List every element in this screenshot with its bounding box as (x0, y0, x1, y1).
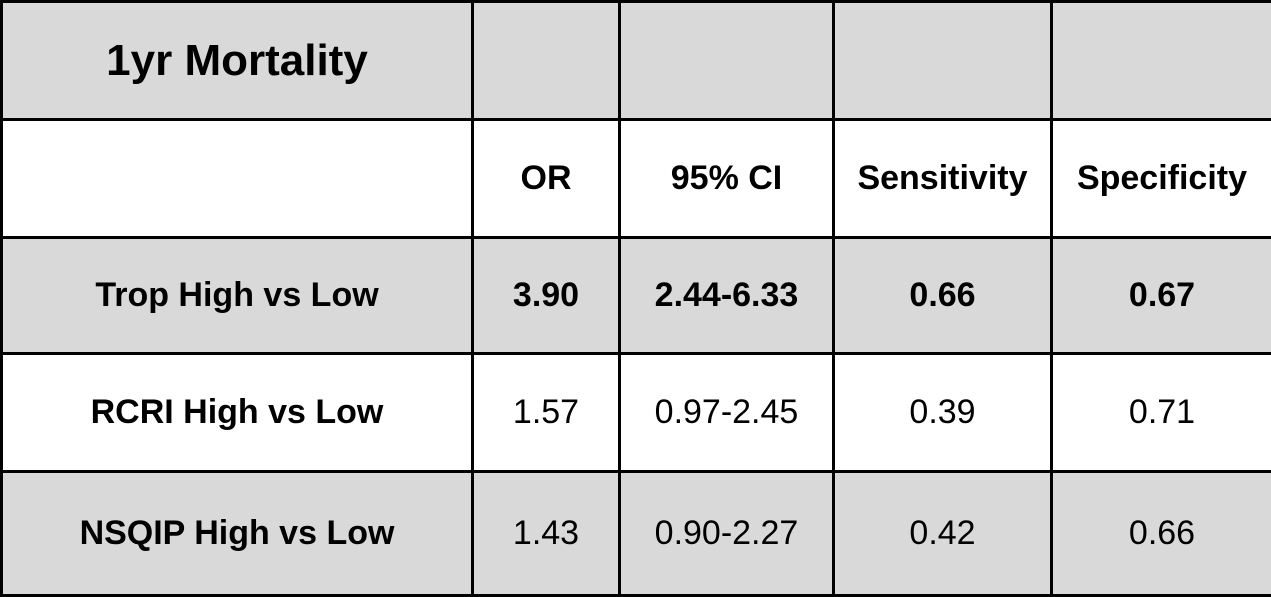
column-header-row: OR 95% CI Sensitivity Specificity (2, 120, 1271, 238)
table-row-trop: Trop High vs Low 3.90 2.44-6.33 0.66 0.6… (2, 238, 1271, 354)
ci-value: 0.97-2.45 (620, 354, 834, 472)
empty-cell (834, 2, 1052, 120)
sensitivity-value: 0.66 (834, 238, 1052, 354)
specificity-value: 0.66 (1052, 472, 1271, 596)
or-value: 1.57 (473, 354, 620, 472)
sensitivity-value: 0.39 (834, 354, 1052, 472)
empty-cell (473, 2, 620, 120)
ci-value: 0.90-2.27 (620, 472, 834, 596)
empty-cell (620, 2, 834, 120)
row-label: RCRI High vs Low (2, 354, 473, 472)
row-label: NSQIP High vs Low (2, 472, 473, 596)
empty-cell (1052, 2, 1271, 120)
column-header-or: OR (473, 120, 620, 238)
table-title: 1yr Mortality (2, 2, 473, 120)
column-header-sensitivity: Sensitivity (834, 120, 1052, 238)
ci-value: 2.44-6.33 (620, 238, 834, 354)
specificity-value: 0.67 (1052, 238, 1271, 354)
table-row-nsqip: NSQIP High vs Low 1.43 0.90-2.27 0.42 0.… (2, 472, 1271, 596)
column-header-specificity: Specificity (1052, 120, 1271, 238)
table-row-rcri: RCRI High vs Low 1.57 0.97-2.45 0.39 0.7… (2, 354, 1271, 472)
or-value: 1.43 (473, 472, 620, 596)
sensitivity-value: 0.42 (834, 472, 1052, 596)
title-row: 1yr Mortality (2, 2, 1271, 120)
or-value: 3.90 (473, 238, 620, 354)
specificity-value: 0.71 (1052, 354, 1271, 472)
row-label: Trop High vs Low (2, 238, 473, 354)
empty-cell (2, 120, 473, 238)
column-header-ci: 95% CI (620, 120, 834, 238)
